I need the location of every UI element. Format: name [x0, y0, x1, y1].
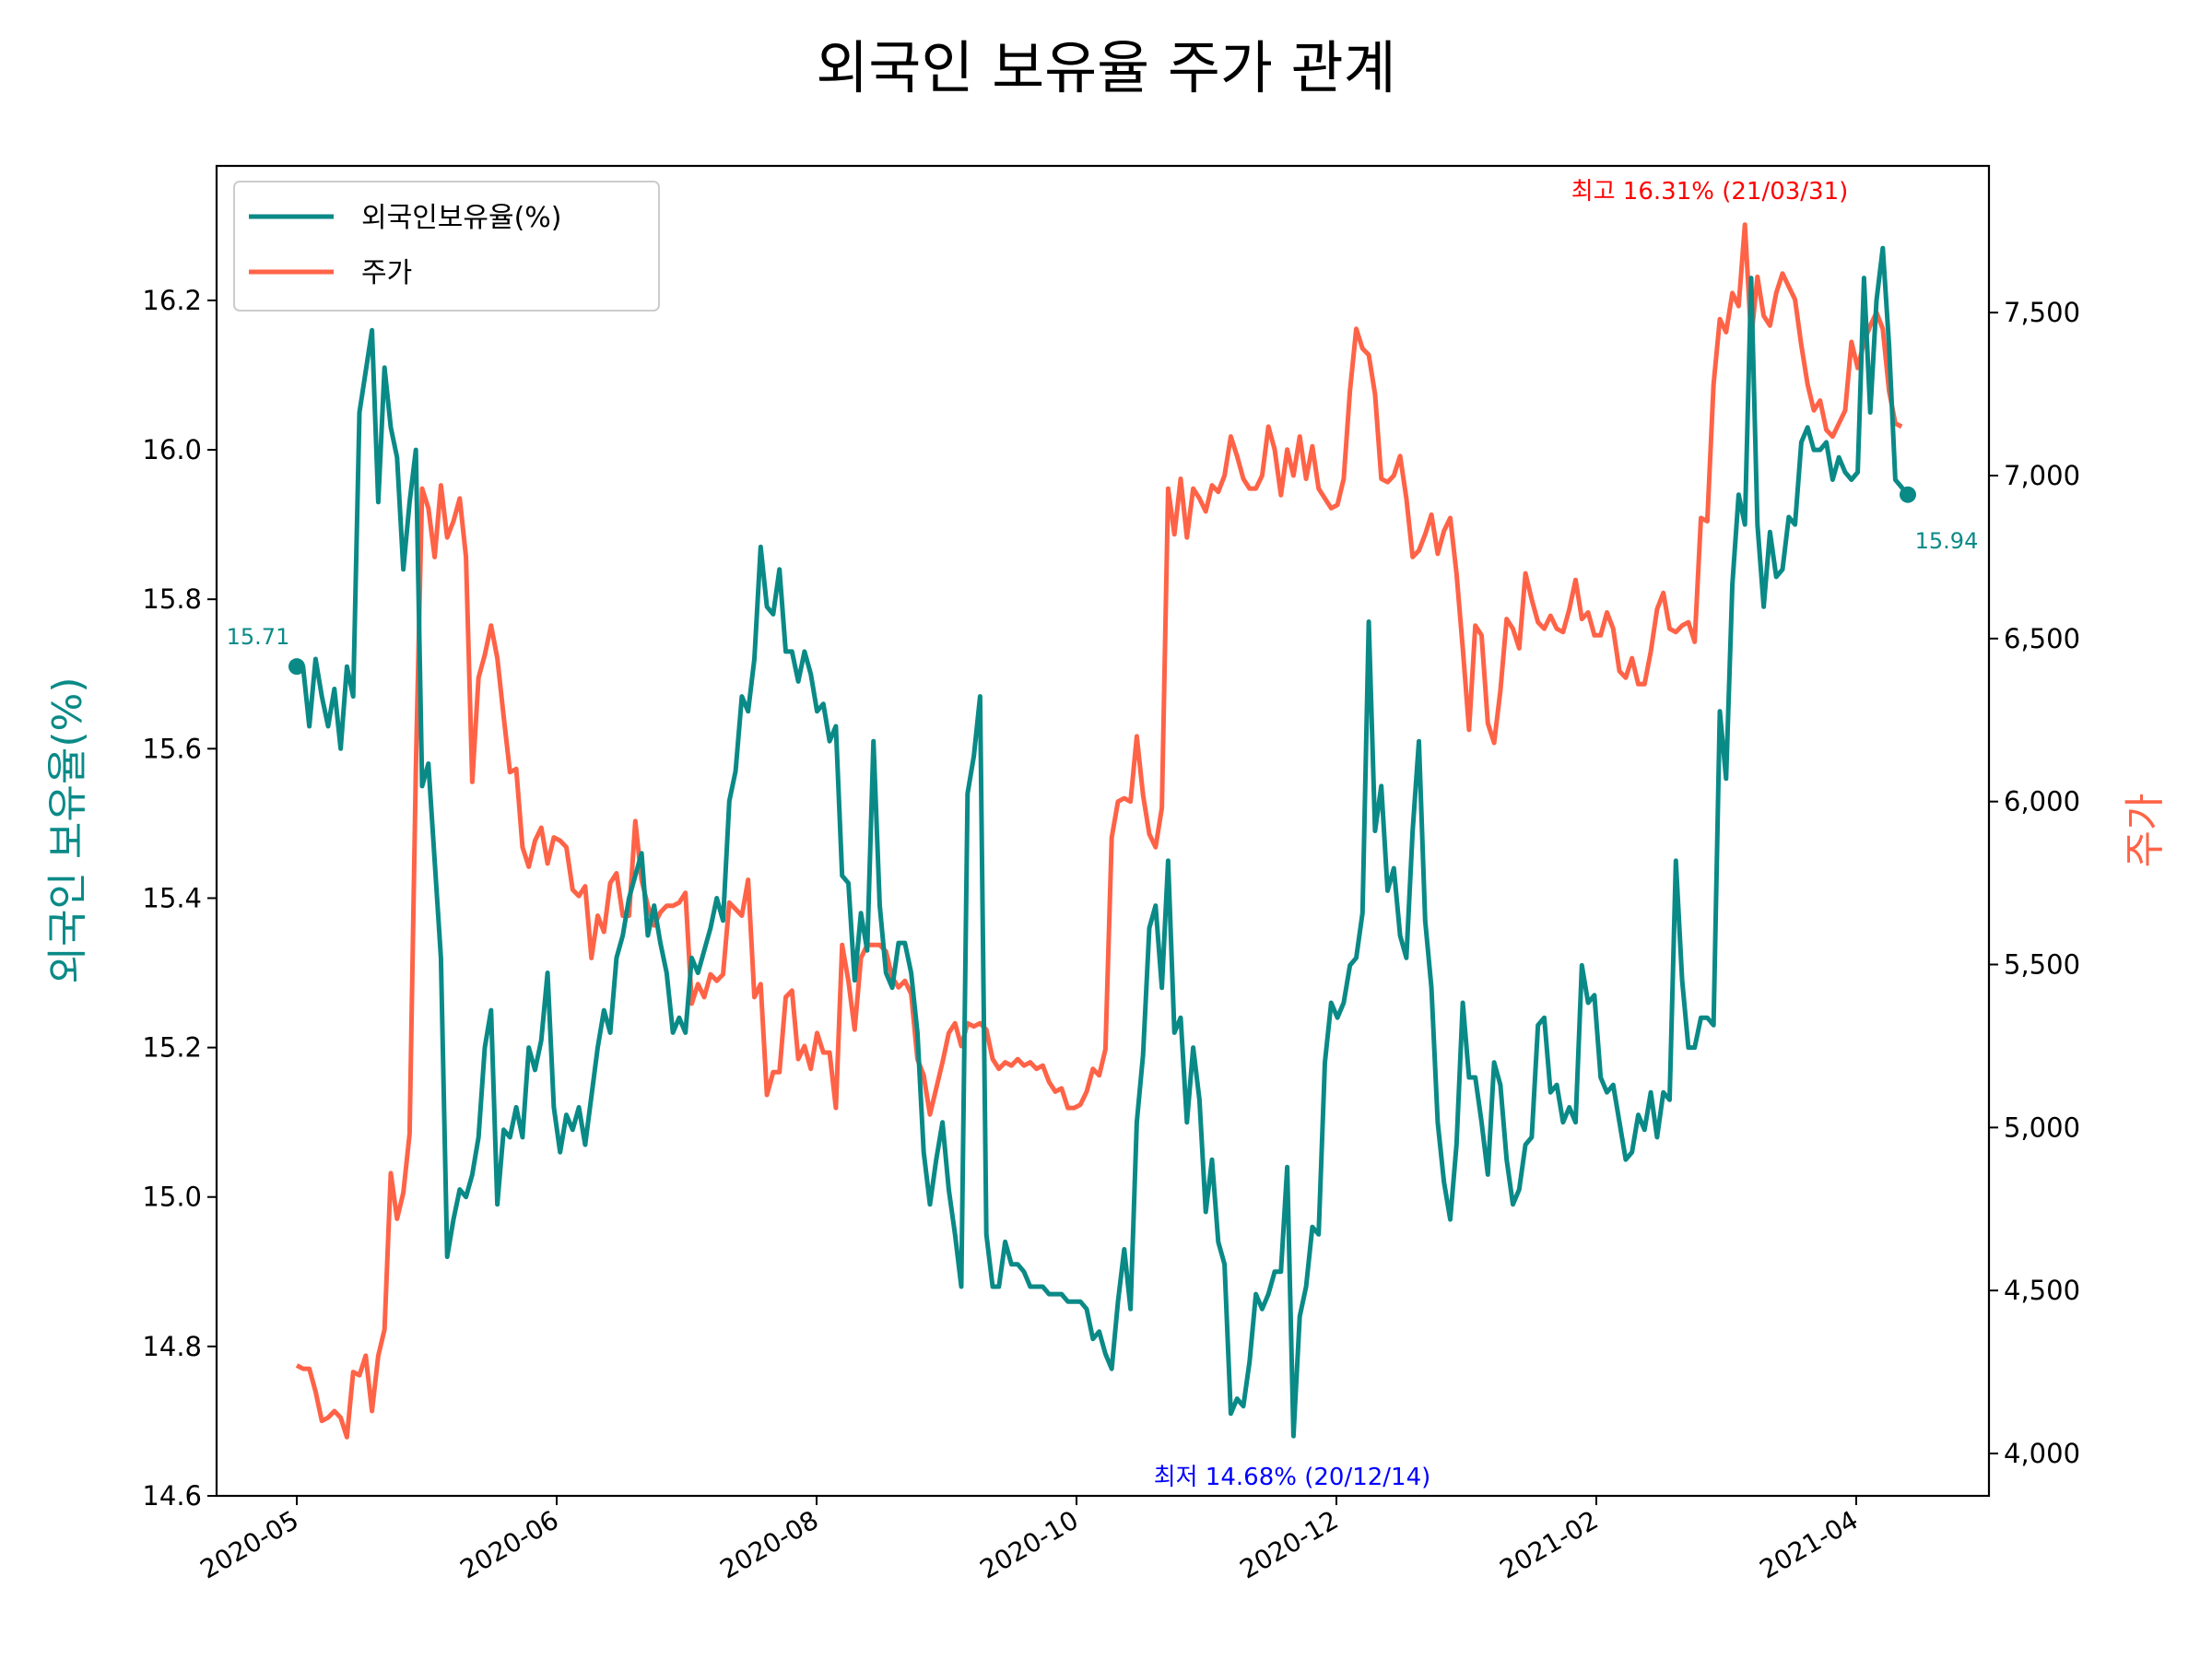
- right-tick-label: 6,500: [2004, 623, 2080, 654]
- ownership-line: [297, 245, 1910, 1439]
- left-tick-label: 16.0: [142, 434, 202, 465]
- start-label: 15.71: [227, 624, 290, 650]
- x-tick-label: 2021-04: [1755, 1504, 1864, 1584]
- left-axis-label: 외국인 보유율(%): [44, 677, 91, 983]
- min-annotation: 최저 14.68% (20/12/14): [1154, 1464, 1431, 1491]
- left-axis: 14.6 14.8 15.0 15.2 15.4 15.6 15.8 16.0 16.2: [142, 285, 217, 1512]
- left-tick-label: 15.0: [142, 1182, 202, 1213]
- right-tick-label: 5,000: [2004, 1112, 2080, 1143]
- end-label: 15.94: [1915, 528, 1979, 554]
- plot-frame: [215, 164, 1991, 1498]
- right-axis: 4,000 4,500 5,000 5,500 6,000 6,500 7,000 7,500: [1989, 297, 2080, 1469]
- chart-title: 외국인 보유율 주가 관계: [816, 34, 1396, 101]
- plot-area: [215, 164, 1991, 1498]
- left-tick-label: 15.4: [142, 882, 202, 913]
- start-point: [288, 658, 305, 676]
- legend: 외국인보유율(%) 주가: [233, 181, 660, 312]
- max-annotation: 최고 16.31% (21/03/31): [1571, 178, 1849, 206]
- x-axis: 2020-05 2020-06 2020-08 2020-10 2020-12 2021-…: [195, 1496, 1864, 1585]
- right-tick-label: 7,500: [2004, 297, 2080, 328]
- left-tick-label: 15.2: [142, 1032, 202, 1064]
- left-tick-label: 15.6: [142, 733, 202, 764]
- legend-label-price: 주가: [361, 257, 412, 289]
- left-tick-label: 14.8: [142, 1331, 202, 1362]
- x-tick-label: 2021-02: [1495, 1504, 1604, 1584]
- left-tick-label: 16.2: [142, 285, 202, 316]
- x-tick-label: 2020-10: [975, 1504, 1084, 1584]
- x-tick-label: 2020-08: [715, 1504, 824, 1584]
- right-tick-label: 7,000: [2004, 460, 2080, 491]
- right-tick-label: 4,500: [2004, 1275, 2080, 1306]
- right-tick-label: 5,500: [2004, 949, 2080, 981]
- x-tick-label: 2020-06: [455, 1504, 564, 1584]
- x-tick-label: 2020-12: [1235, 1504, 1344, 1584]
- legend-label-ownership: 외국인보유율(%): [361, 202, 562, 234]
- price-line: [295, 222, 1903, 1440]
- right-tick-label: 4,000: [2004, 1438, 2080, 1469]
- x-tick-label: 2020-05: [195, 1504, 304, 1584]
- left-tick-label: 14.6: [142, 1480, 202, 1512]
- series-lines: [288, 222, 1916, 1440]
- end-point: [1900, 486, 1916, 503]
- right-axis-label: 주가: [2122, 794, 2169, 868]
- legend-box: [233, 181, 660, 312]
- right-tick-label: 6,000: [2004, 786, 2080, 818]
- left-tick-label: 15.8: [142, 583, 202, 615]
